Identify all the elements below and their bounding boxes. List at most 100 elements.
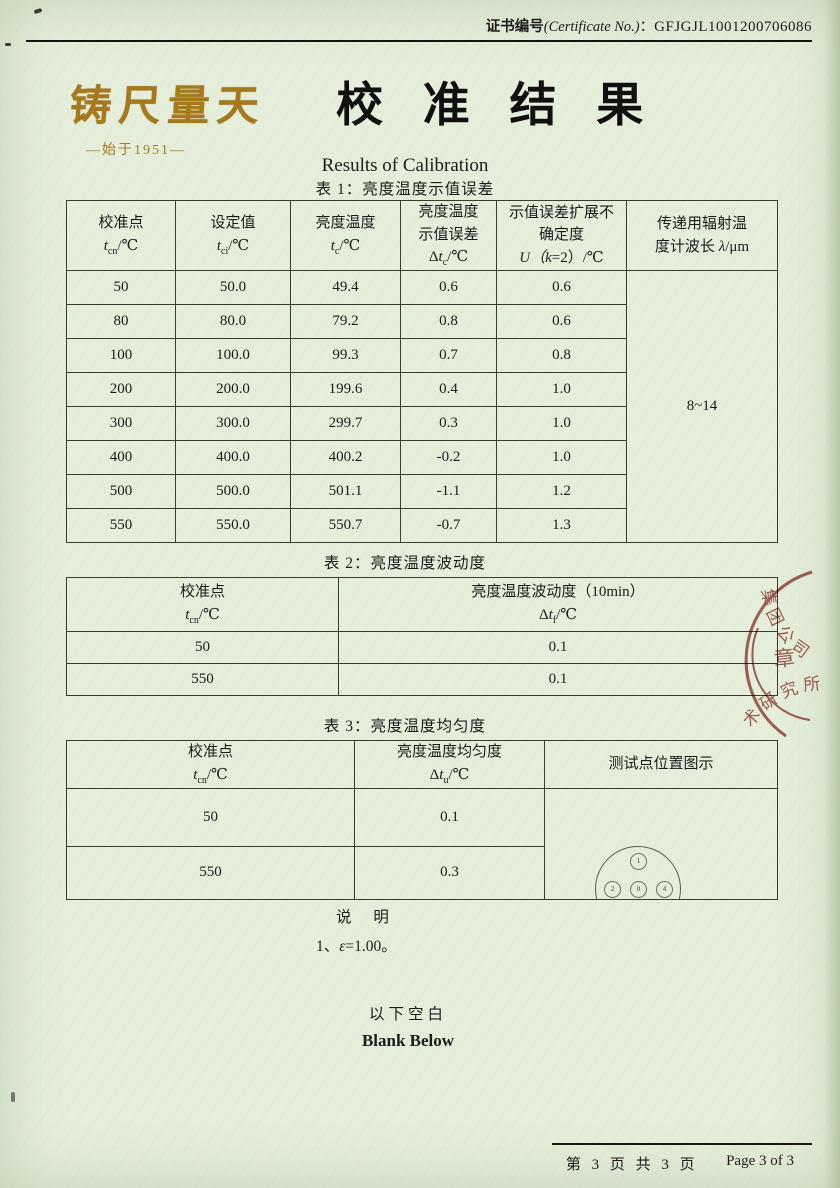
page-title: 校 准 结 果 — [336, 80, 658, 132]
table-cell: 0.6 — [496, 304, 627, 339]
table-cell: 1.0 — [496, 372, 627, 407]
table-cell: 80.0 — [175, 304, 291, 339]
table-cell: 400.0 — [175, 440, 291, 475]
table-cell: 1.0 — [496, 406, 627, 441]
test-point-diagram-cell: 1 2 0 4 3 — [544, 787, 778, 900]
table-cell: 400 — [66, 440, 176, 475]
table-cell: 50.0 — [175, 270, 291, 305]
table-cell: 0.8 — [400, 304, 497, 339]
table-cell: 550.7 — [290, 508, 401, 543]
table-cell: 0.1 — [354, 787, 545, 847]
table-cell: 0.1 — [338, 663, 778, 696]
table3-uniformity: 校准点 tcn/℃ 亮度温度均匀度 Δtu/℃ 测试点位置图示 50 0.1 1… — [66, 740, 778, 900]
column-header: 示值误差扩展不 确定度 U（k=2）/℃ — [496, 200, 627, 271]
table-cell: 500.0 — [175, 474, 291, 509]
table-cell: 100.0 — [175, 338, 291, 373]
scan-speck — [33, 7, 43, 15]
table-row: 50 0.1 1 2 0 4 3 — [66, 787, 778, 900]
test-point: 2 — [604, 880, 621, 898]
table-cell: -1.1 — [400, 474, 497, 509]
blank-below-cn: 以下空白 — [368, 1006, 447, 1023]
column-header: 亮度温度 示值误差 Δtc/℃ — [400, 200, 497, 271]
table-row: 550 0.3 — [66, 845, 778, 900]
table-cell: 80 — [66, 304, 176, 339]
column-header: 设定值 tci/℃ — [175, 200, 291, 271]
table-cell: 550.0 — [175, 508, 291, 543]
footer-rule — [552, 1143, 812, 1145]
table-cell: 200.0 — [175, 372, 291, 407]
column-header: 亮度温度均匀度 Δtu/℃ — [354, 740, 545, 789]
test-point: 0 — [630, 880, 647, 898]
table-header-row: 校准点 tcn/℃ 设定值 tci/℃ 亮度温度 tc/℃ 亮度温度 示值误差 … — [66, 200, 778, 271]
certificate-separator: ： — [639, 19, 655, 35]
column-header: 传递用辐射温 度计波长 λ/μm — [626, 200, 778, 271]
table-cell: 0.3 — [354, 845, 545, 900]
table-row: 100 100.0 99.3 0.7 0.8 — [66, 338, 778, 373]
table-cell: 200 — [66, 372, 176, 407]
table-cell: 500 — [66, 474, 176, 509]
blank-below-block: 以下空白 Blank Below — [298, 1002, 518, 1051]
table1-indication-error: 校准点 tcn/℃ 设定值 tci/℃ 亮度温度 tc/℃ 亮度温度 示值误差 … — [66, 200, 778, 543]
header-rule — [26, 40, 812, 43]
table2-caption: 表 2：亮度温度波动度 — [323, 555, 487, 572]
column-header: 校准点 tcn/℃ — [66, 577, 339, 632]
table-cell: 0.3 — [400, 406, 497, 441]
table-cell: 0.1 — [338, 631, 778, 664]
table-cell: 400.2 — [290, 440, 401, 475]
test-point: 4 — [656, 880, 673, 898]
page-footer: 第 3 页 共 3 页 Page 3 of 3 — [566, 1153, 794, 1174]
table-row: 550 550.0 550.7 -0.7 1.3 — [66, 508, 778, 543]
table-cell: 50 — [66, 631, 339, 664]
table-cell: 0.4 — [400, 372, 497, 407]
table-cell: 550 — [66, 663, 339, 696]
blank-below-en: Blank Below — [361, 1031, 455, 1050]
table-cell: 0.6 — [496, 270, 627, 305]
column-header: 亮度温度波动度（10min） Δtf/℃ — [338, 577, 778, 632]
notes-title: 说 明 — [336, 909, 398, 926]
table3-caption: 表 3：亮度温度均匀度 — [323, 718, 487, 735]
scan-edge-shadow — [824, 0, 840, 1188]
logo-calligraphy: 铸尺量天 — [68, 84, 268, 130]
table-cell: -0.7 — [400, 508, 497, 543]
table-row: 550 0.1 — [66, 663, 778, 696]
table-cell: 300 — [66, 406, 176, 441]
table-cell: 1.3 — [496, 508, 627, 543]
certificate-number-line: 证书编号(Certificate No.)：GFJGJL100120070608… — [486, 15, 812, 36]
table-cell: 79.2 — [290, 304, 401, 339]
column-header: 测试点位置图示 — [544, 740, 778, 789]
table-header-row: 校准点 tcn/℃ 亮度温度波动度（10min） Δtf/℃ — [66, 577, 778, 632]
table-cell: 50 — [66, 270, 176, 305]
table-cell: 100 — [66, 338, 176, 373]
certificate-label-en: (Certificate No.) — [543, 19, 640, 35]
table-header-row: 校准点 tcn/℃ 亮度温度均匀度 Δtu/℃ 测试点位置图示 — [66, 740, 778, 789]
table-cell: -0.2 — [400, 440, 497, 475]
table1-caption: 表 1：亮度温度示值误差 — [315, 181, 495, 198]
column-header: 校准点 tcn/℃ — [66, 200, 176, 271]
certificate-number: GFJGJL1001200706086 — [654, 19, 812, 35]
table-cell: 550 — [66, 508, 176, 543]
table-cell: 0.7 — [400, 338, 497, 373]
table-cell: 1.2 — [496, 474, 627, 509]
logo-since-1951: —始于1951— — [86, 143, 186, 158]
table-cell: 49.4 — [290, 270, 401, 305]
certificate-label-cn: 证书编号 — [485, 19, 544, 35]
brand-logo: 铸尺量天 —始于1951— — [68, 72, 268, 159]
column-header: 校准点 tcn/℃ — [66, 740, 355, 789]
table-cell: 0.8 — [496, 338, 627, 373]
scan-speck — [11, 1092, 15, 1102]
table-cell: 300.0 — [175, 406, 291, 441]
notes-block: 说 明 1、ε=1.00。 — [316, 905, 398, 956]
column-header: 亮度温度 tc/℃ — [290, 200, 401, 271]
table2-fluctuation: 校准点 tcn/℃ 亮度温度波动度（10min） Δtf/℃ 50 0.1 55… — [66, 577, 778, 696]
table-cell: 50 — [66, 787, 355, 847]
page-number-en: Page 3 of 3 — [726, 1153, 794, 1169]
scan-speck — [5, 43, 11, 46]
table-cell: 199.6 — [290, 372, 401, 407]
table-cell: 550 — [66, 845, 355, 900]
notes-item-1: 1、ε=1.00。 — [316, 938, 397, 955]
table-cell: 99.3 — [290, 338, 401, 373]
wavelength-merged-cell: 8~14 — [626, 270, 778, 543]
table-row: 50 50.0 49.4 0.6 0.6 8~14 — [66, 270, 778, 543]
test-point: 1 — [630, 852, 647, 870]
